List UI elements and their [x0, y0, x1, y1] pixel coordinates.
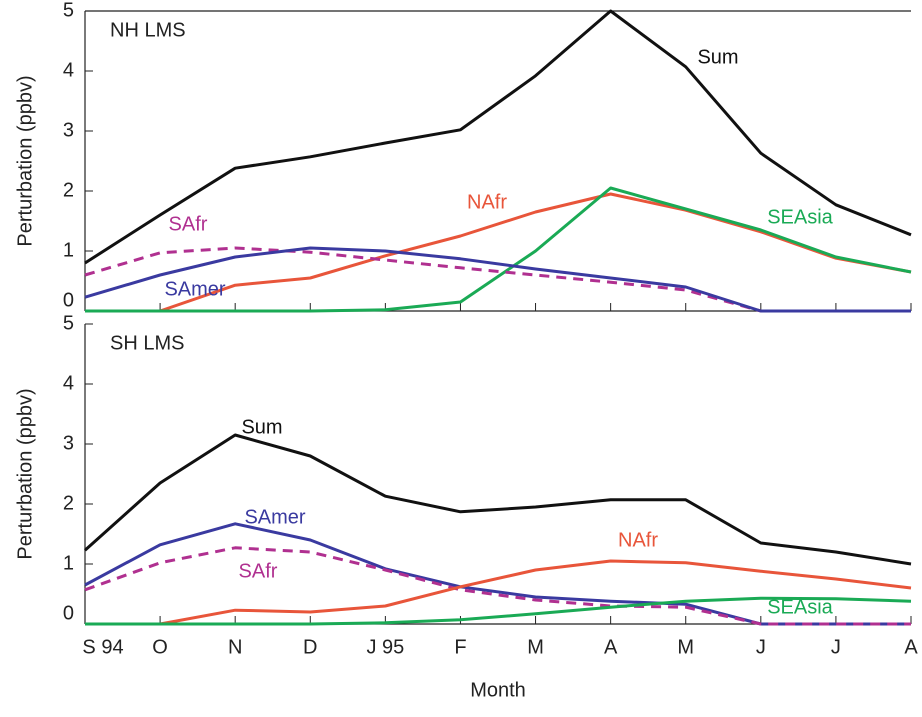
x-axis-label: Month — [470, 679, 526, 701]
series-line — [85, 186, 912, 313]
y-tick-label: 5 — [63, 0, 74, 21]
y-tick-label: 2 — [63, 179, 74, 201]
y-axis-label: Perturbation (ppbv) — [14, 75, 36, 246]
series-line — [85, 559, 912, 626]
x-tick-label: F — [454, 636, 466, 658]
series-line — [83, 433, 912, 566]
panel-title: NH LMS — [110, 19, 186, 41]
series-line — [84, 246, 911, 313]
series-label: NAfr — [618, 529, 658, 551]
x-tick-label: J 95 — [366, 636, 404, 658]
y-tick-label: 1 — [63, 552, 74, 574]
x-tick-label: A — [604, 636, 618, 658]
x-tick-label: D — [303, 636, 317, 658]
x-tick-label: J — [756, 636, 766, 658]
y-tick-label: 3 — [63, 119, 74, 141]
y-tick-label: 2 — [63, 492, 74, 514]
x-tick-label: M — [677, 636, 694, 658]
x-tick-label: A — [904, 636, 918, 658]
series-line — [85, 596, 912, 626]
series-label: SAmer — [244, 506, 305, 528]
series-line — [84, 546, 911, 626]
series-label: Sum — [241, 416, 282, 438]
x-tick-label: O — [152, 636, 168, 658]
series-label: SAfr — [239, 560, 278, 582]
x-tick-label: M — [527, 636, 544, 658]
series-line — [84, 246, 911, 313]
series-label: SAmer — [164, 278, 225, 300]
series-label: Sum — [697, 46, 738, 68]
x-tick-label: S 94 — [82, 636, 123, 658]
y-tick-label: 5 — [63, 312, 74, 334]
series-label: SAfr — [169, 213, 208, 235]
x-tick-label: N — [228, 636, 242, 658]
panel-title: SH LMS — [110, 332, 184, 354]
x-tick-label: J — [831, 636, 841, 658]
y-tick-label: 3 — [63, 432, 74, 454]
y-tick-label: 0 — [63, 602, 74, 624]
y-tick-label: 0 — [63, 289, 74, 311]
y-axis-label: Perturbation (ppbv) — [14, 388, 36, 559]
y-tick-label: 1 — [63, 239, 74, 261]
series-label: NAfr — [467, 191, 507, 213]
y-tick-label: 4 — [63, 372, 74, 394]
y-tick-label: 4 — [63, 59, 74, 81]
series-label: SEAsia — [767, 596, 833, 618]
series-line — [84, 9, 912, 265]
series-label: SEAsia — [767, 206, 833, 228]
series-line — [85, 192, 912, 313]
